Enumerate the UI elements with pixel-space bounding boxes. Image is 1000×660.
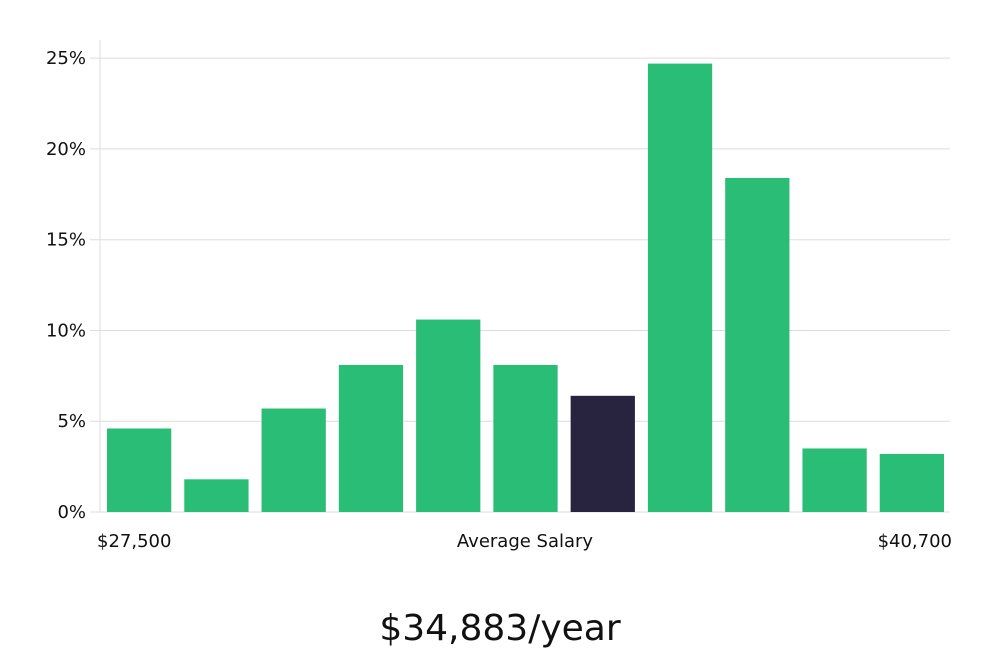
y-tick-label: 25% bbox=[46, 48, 86, 69]
y-tick-labels: 0% 5% 10% 15% 20% 25% bbox=[46, 48, 86, 523]
bar bbox=[647, 63, 713, 512]
x-max-label: $40,700 bbox=[878, 531, 952, 552]
x-min-label: $27,500 bbox=[97, 531, 171, 552]
bar bbox=[879, 453, 944, 512]
bars bbox=[107, 63, 944, 512]
y-tick-label: 20% bbox=[46, 139, 86, 160]
y-tick-label: 10% bbox=[46, 320, 86, 341]
bar bbox=[184, 479, 249, 512]
bar bbox=[416, 319, 481, 512]
average-salary-value: $34,883/year bbox=[379, 608, 621, 649]
bar bbox=[261, 408, 326, 512]
bar bbox=[802, 448, 867, 512]
bar bbox=[493, 364, 558, 512]
x-axis-title: Average Salary bbox=[457, 531, 594, 552]
bar-highlighted bbox=[570, 395, 635, 512]
y-tick-label: 0% bbox=[57, 502, 86, 523]
bar bbox=[338, 364, 404, 512]
y-tick-label: 5% bbox=[57, 411, 86, 432]
bar bbox=[107, 428, 172, 512]
bar bbox=[725, 177, 790, 512]
chart-plot-area: 0%5%10%15%20%25% $27,500 Average Salary … bbox=[46, 40, 952, 552]
y-tick-label: 15% bbox=[46, 230, 86, 251]
